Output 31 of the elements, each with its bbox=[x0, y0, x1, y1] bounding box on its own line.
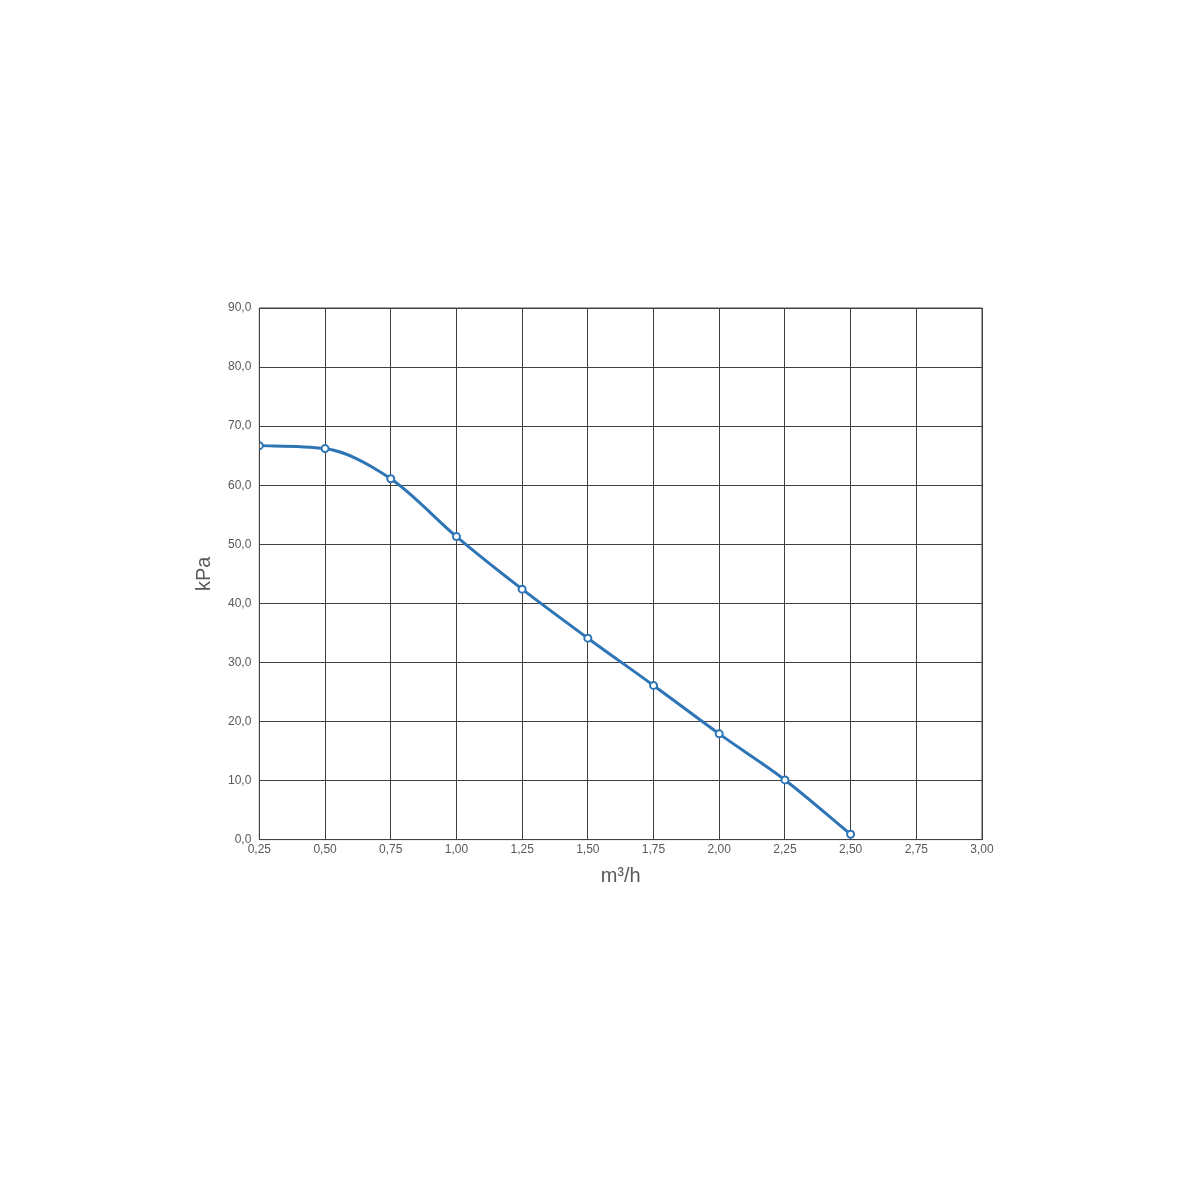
point bbox=[451, 532, 461, 542]
y-tick-label: 10,0 bbox=[228, 772, 252, 787]
x-tick-label: 2,25 bbox=[773, 842, 797, 857]
y-tick-label: 70,0 bbox=[228, 418, 252, 433]
y-axis-title: kPa bbox=[191, 555, 214, 592]
y-tick-label: 60,0 bbox=[228, 477, 252, 492]
x-tick-label: 0,75 bbox=[379, 842, 403, 857]
x-tick-label: 0,50 bbox=[313, 842, 338, 857]
y-tick-label: 40,0 bbox=[228, 595, 252, 610]
point bbox=[846, 829, 856, 839]
y-tick-label: 50,0 bbox=[228, 536, 252, 551]
point bbox=[583, 633, 593, 643]
point bbox=[320, 444, 330, 454]
x-tick-label: 2,75 bbox=[904, 842, 929, 857]
x-tick-label: 1,50 bbox=[576, 842, 600, 857]
point bbox=[517, 584, 527, 594]
x-tick-label: 3,00 bbox=[970, 842, 994, 857]
x-tick-label: 2,50 bbox=[838, 842, 863, 857]
x-axis-title: m³/h bbox=[600, 863, 641, 886]
x-tick-label: 1,25 bbox=[510, 842, 535, 857]
x-tick-label: 2,00 bbox=[707, 842, 732, 857]
y-tick-label: 20,0 bbox=[228, 713, 252, 728]
point bbox=[386, 474, 396, 484]
y-tick-label: 80,0 bbox=[228, 359, 252, 374]
point bbox=[649, 680, 659, 690]
x-tick-label: 1,75 bbox=[641, 842, 666, 857]
y-tick-label: 90,0 bbox=[228, 300, 252, 315]
y-tick-label: 30,0 bbox=[228, 654, 252, 669]
x-tick-label: 1,00 bbox=[444, 842, 469, 857]
point bbox=[714, 729, 724, 739]
point bbox=[780, 775, 790, 785]
